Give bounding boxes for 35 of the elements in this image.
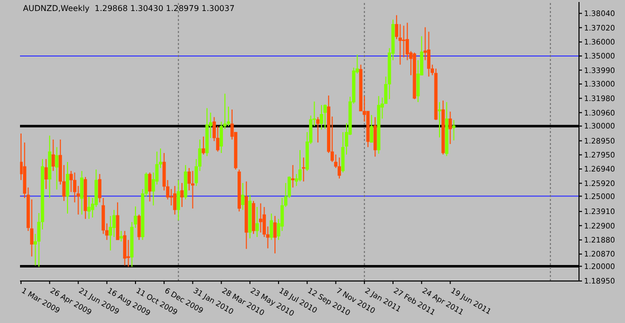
candlestick xyxy=(137,214,141,240)
candlestick xyxy=(370,114,374,143)
candlestick xyxy=(176,180,180,221)
candlestick xyxy=(259,202,262,233)
candlestick xyxy=(123,230,126,266)
candlestick xyxy=(298,150,302,182)
candlestick xyxy=(402,25,406,58)
candlestick xyxy=(148,172,152,202)
candlestick xyxy=(438,102,442,138)
candlestick xyxy=(241,182,244,210)
chart-title: AUDNZD,Weekly 1.29868 1.30430 1.28979 1.30037 xyxy=(23,4,235,13)
candlestick xyxy=(448,111,452,145)
candlestick xyxy=(270,213,274,240)
candlestick xyxy=(316,116,320,143)
candlestick xyxy=(202,136,206,156)
candlestick xyxy=(120,230,123,242)
candlestick xyxy=(87,196,91,220)
candlestick xyxy=(338,156,342,180)
candlestick xyxy=(273,215,277,254)
candlestick xyxy=(452,120,456,141)
candlestick xyxy=(173,185,176,216)
candlestick xyxy=(302,156,306,182)
candlestick xyxy=(191,170,194,210)
candlestick xyxy=(291,164,295,188)
candlestick xyxy=(180,182,184,208)
candlestick xyxy=(323,104,327,130)
candlestick xyxy=(80,170,84,216)
candlestick xyxy=(55,146,58,190)
candlestick xyxy=(44,158,48,190)
candlestick xyxy=(320,104,324,130)
candlestick xyxy=(52,139,55,172)
candlestick xyxy=(427,31,430,78)
candlestick xyxy=(126,239,130,268)
candlestick xyxy=(66,161,70,214)
candlestick xyxy=(255,206,259,238)
